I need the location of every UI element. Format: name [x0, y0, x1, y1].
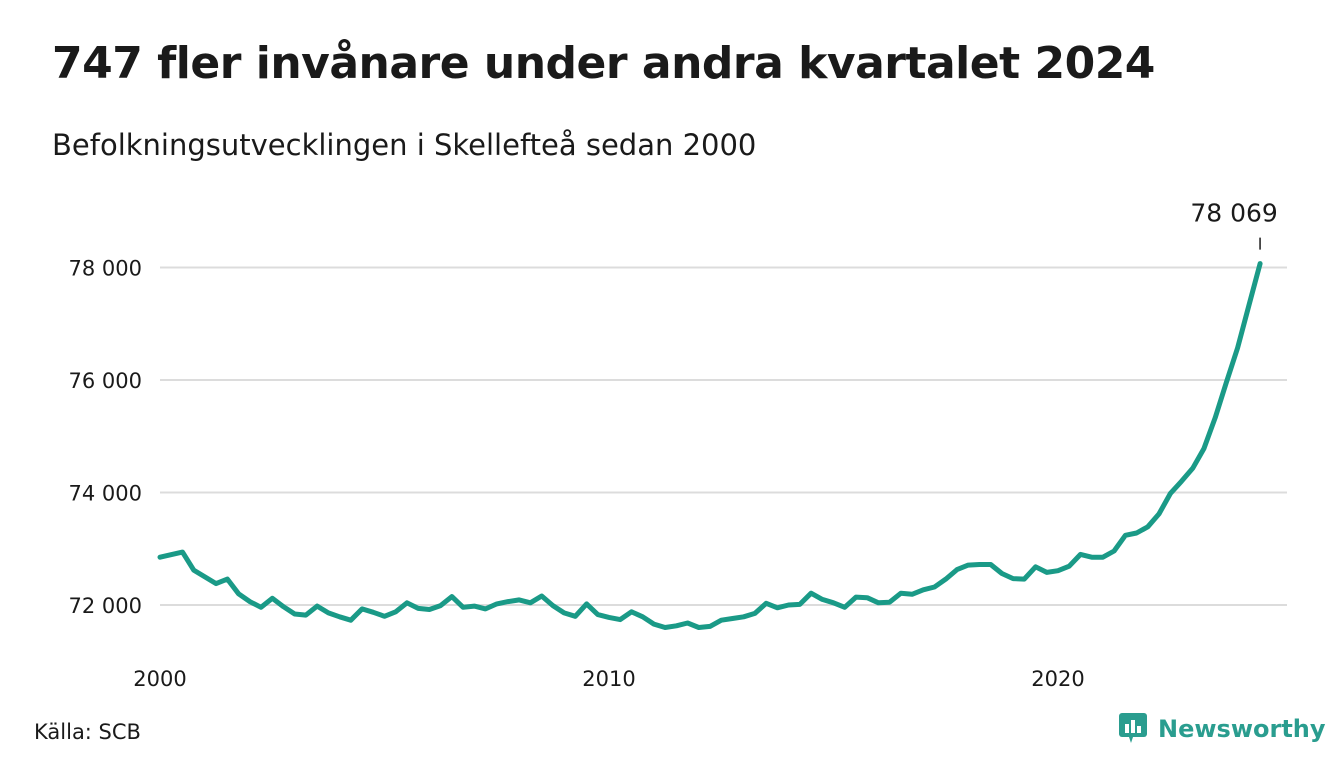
y-tick-label: 72 000 — [69, 594, 142, 618]
x-tick-label: 2020 — [1031, 667, 1084, 691]
population-line — [157, 261, 1263, 630]
end-value-label: 78 069 — [1190, 199, 1277, 228]
gridlines — [160, 266, 1287, 606]
brand-name: Newsworthy — [1158, 715, 1326, 743]
x-tick-label: 2000 — [133, 667, 186, 691]
brand-logo: Newsworthy — [1118, 712, 1326, 746]
chart-subtitle: Befolkningsutvecklingen i Skellefteå sed… — [52, 128, 757, 162]
y-tick-label: 74 000 — [69, 482, 142, 506]
newsworthy-logo-icon — [1119, 713, 1147, 743]
source-note: Källa: SCB — [34, 720, 141, 744]
chart-title: 747 fler invånare under andra kvartalet … — [52, 38, 1155, 89]
x-axis-ticks: 2000 2010 2020 — [133, 667, 1084, 691]
y-axis-ticks: 72 000 74 000 76 000 78 000 — [69, 257, 142, 619]
y-tick-label: 78 000 — [69, 257, 142, 281]
x-tick-label: 2010 — [582, 667, 635, 691]
y-tick-label: 76 000 — [69, 369, 142, 393]
